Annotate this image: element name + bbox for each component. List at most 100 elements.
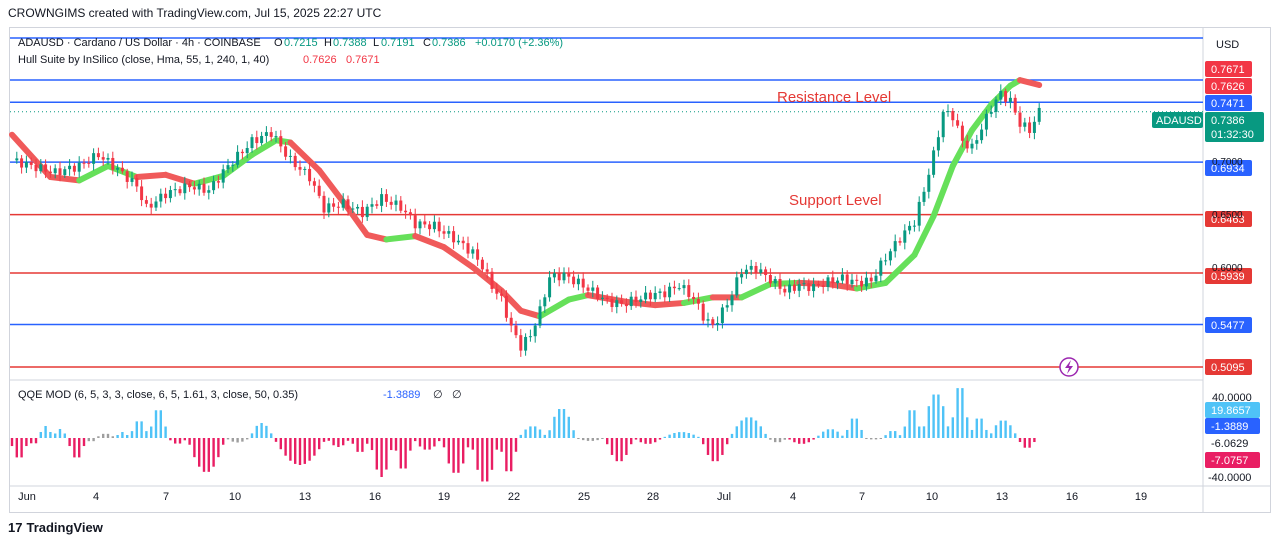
qqe-bar[interactable] [92,438,95,442]
candle-body[interactable] [720,307,724,324]
qqe-bar[interactable] [966,417,969,438]
candle-body[interactable] [984,113,988,130]
candle-body[interactable] [413,215,417,229]
qqe-bar[interactable] [990,433,993,438]
candle-body[interactable] [106,157,110,160]
qqe-bar[interactable] [34,438,38,444]
qqe-bar[interactable] [706,438,710,455]
candle-body[interactable] [308,168,312,182]
candle-body[interactable] [730,295,734,306]
candle-body[interactable] [922,191,926,202]
qqe-bar[interactable] [538,429,542,438]
qqe-bar[interactable] [505,438,508,472]
candle-body[interactable] [260,135,264,144]
candle-body[interactable] [936,137,940,151]
candle-body[interactable] [927,174,931,192]
qqe-bar[interactable] [212,438,215,467]
candle-body[interactable] [912,225,916,227]
candle-body[interactable] [365,206,369,218]
candle-body[interactable] [543,297,547,307]
candle-body[interactable] [548,277,552,298]
candle-body[interactable] [711,319,715,325]
qqe-value-tag[interactable]: -7.0757 [1205,452,1260,468]
candle-body[interactable] [231,164,235,166]
qqe-bar[interactable] [385,438,388,470]
candle-body[interactable] [303,168,307,170]
qqe-bar[interactable] [154,410,158,438]
candle-body[interactable] [533,325,537,337]
candle-body[interactable] [624,303,628,307]
qqe-bar[interactable] [284,438,287,456]
qqe-bar[interactable] [30,438,33,444]
qqe-bar[interactable] [169,438,172,441]
qqe-bar[interactable] [572,430,575,438]
candle-body[interactable] [216,181,220,183]
qqe-bar[interactable] [783,438,786,440]
candle-body[interactable] [274,136,278,138]
qqe-bar[interactable] [922,426,926,438]
qqe-bar[interactable] [58,429,62,438]
qqe-bar[interactable] [279,438,282,450]
candle-body[interactable] [375,204,379,206]
candle-body[interactable] [816,284,820,286]
qqe-bar[interactable] [591,438,594,441]
qqe-bar[interactable] [524,429,527,438]
qqe-bar[interactable] [399,438,402,469]
qqe-bar[interactable] [289,438,292,461]
candle-body[interactable] [250,137,254,149]
candle-body[interactable] [975,140,979,144]
candle-body[interactable] [82,162,86,164]
qqe-bar[interactable] [135,421,138,438]
candle-body[interactable] [346,199,350,210]
qqe-bar[interactable] [750,417,753,438]
qqe-bar[interactable] [466,438,470,448]
qqe-bar[interactable] [337,438,340,447]
candle-body[interactable] [869,277,873,282]
qqe-bar[interactable] [692,434,695,438]
qqe-bar[interactable] [270,433,273,438]
qqe-bar[interactable] [567,416,570,438]
candle-body[interactable] [24,161,28,168]
candle-body[interactable] [831,277,835,284]
candle-body[interactable] [826,277,830,287]
qqe-bar[interactable] [246,438,249,440]
candle-body[interactable] [336,206,340,208]
candle-body[interactable] [480,259,484,270]
candle-body[interactable] [663,291,667,298]
candle-body[interactable] [341,199,345,208]
candle-body[interactable] [538,306,542,326]
qqe-bar[interactable] [68,438,71,447]
candle-body[interactable] [855,279,859,281]
candle-body[interactable] [207,190,211,193]
hull-segment[interactable] [537,296,572,320]
qqe-bar[interactable] [294,438,297,464]
candle-body[interactable] [173,189,177,191]
candle-body[interactable] [399,200,403,211]
candle-body[interactable] [860,280,864,287]
qqe-bar[interactable] [15,438,18,458]
candle-body[interactable] [240,151,244,154]
qqe-bar[interactable] [49,432,52,438]
candle-body[interactable] [898,241,902,243]
qqe-bar[interactable] [404,438,407,469]
candle-body[interactable] [317,185,321,196]
qqe-bar[interactable] [313,438,316,456]
candle-body[interactable] [845,274,849,285]
qqe-bar[interactable] [82,438,86,447]
candle-body[interactable] [20,158,24,168]
candle-body[interactable] [255,137,259,144]
qqe-bar[interactable] [1033,438,1036,443]
candle-body[interactable] [524,336,528,351]
qqe-bar[interactable] [831,429,834,438]
qqe-bar[interactable] [610,438,614,455]
qqe-bar[interactable] [375,438,378,470]
qqe-bar[interactable] [150,426,153,438]
qqe-bar[interactable] [390,438,393,451]
candle-body[interactable] [888,251,892,261]
price-tag[interactable]: 0.5939 [1205,268,1252,284]
candle-body[interactable] [144,200,148,204]
qqe-bar[interactable] [217,438,220,458]
candle-body[interactable] [197,183,201,190]
candle-body[interactable] [1037,107,1041,122]
candle-body[interactable] [658,291,662,293]
